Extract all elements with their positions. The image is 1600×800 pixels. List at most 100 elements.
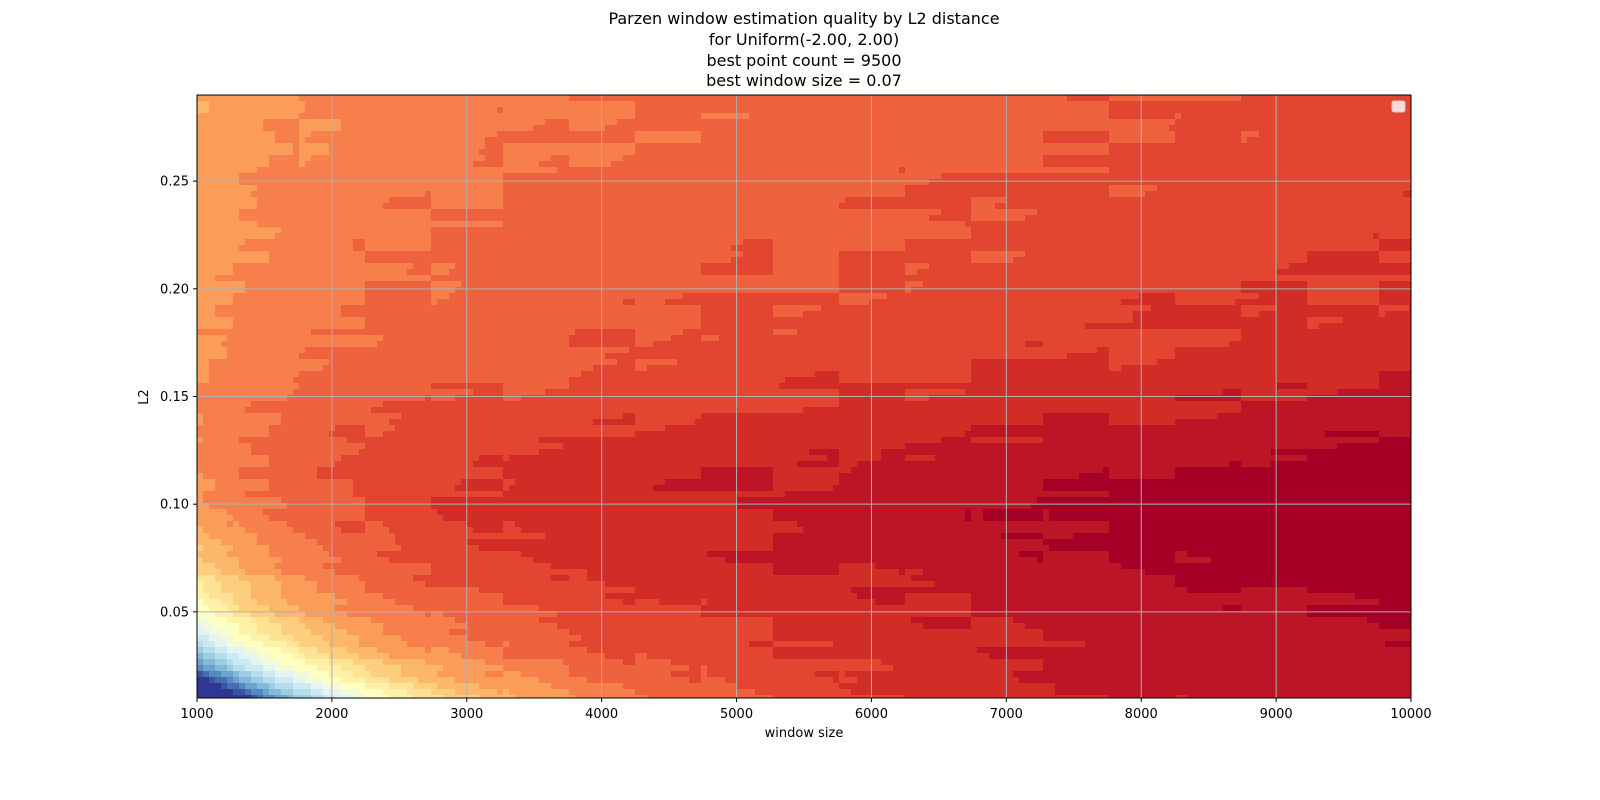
contour-cell bbox=[1247, 191, 1254, 198]
contour-cell bbox=[845, 107, 852, 114]
contour-cell bbox=[707, 233, 714, 240]
contour-cell bbox=[1247, 185, 1254, 192]
contour-cell bbox=[1097, 113, 1104, 120]
contour-cell bbox=[1043, 131, 1050, 138]
contour-cell bbox=[323, 161, 330, 168]
contour-cell bbox=[581, 173, 588, 180]
contour-cell bbox=[1247, 173, 1254, 180]
contour-cell bbox=[797, 107, 804, 114]
contour-cell bbox=[851, 215, 858, 222]
contour-cell bbox=[275, 185, 282, 192]
contour-cell bbox=[773, 233, 780, 240]
contour-cell bbox=[869, 179, 876, 186]
contour-cell bbox=[587, 95, 594, 102]
contour-cell bbox=[1121, 161, 1128, 168]
contour-cell bbox=[779, 221, 786, 228]
contour-cell bbox=[281, 161, 288, 168]
contour-cell bbox=[1085, 101, 1092, 108]
contour-cell bbox=[347, 179, 354, 186]
contour-cell bbox=[1187, 221, 1194, 228]
contour-cell bbox=[1319, 119, 1326, 126]
contour-cell bbox=[461, 215, 468, 222]
contour-cell bbox=[497, 215, 504, 222]
contour-cell bbox=[1187, 95, 1194, 102]
contour-cell bbox=[1127, 155, 1134, 162]
contour-cell bbox=[221, 191, 228, 198]
contour-cell bbox=[413, 197, 420, 204]
contour-cell bbox=[1007, 107, 1014, 114]
contour-cell bbox=[491, 95, 498, 102]
contour-cell bbox=[671, 209, 678, 216]
contour-cell bbox=[1019, 149, 1026, 156]
contour-cell bbox=[869, 101, 876, 108]
contour-cell bbox=[1397, 197, 1404, 204]
contour-cell bbox=[1331, 227, 1338, 234]
contour-cell bbox=[1157, 107, 1164, 114]
contour-cell bbox=[1103, 209, 1110, 216]
contour-cell bbox=[251, 215, 258, 222]
contour-cell bbox=[809, 155, 816, 162]
contour-cell bbox=[1223, 209, 1230, 216]
contour-cell bbox=[737, 197, 744, 204]
contour-cell bbox=[311, 233, 318, 240]
contour-cell bbox=[317, 185, 324, 192]
contour-cell bbox=[365, 101, 372, 108]
contour-cell bbox=[905, 185, 912, 192]
contour-cell bbox=[983, 119, 990, 126]
contour-cell bbox=[1181, 215, 1188, 222]
contour-cell bbox=[839, 113, 846, 120]
contour-cell bbox=[995, 101, 1002, 108]
contour-cell bbox=[629, 131, 636, 138]
contour-cell bbox=[503, 209, 510, 216]
contour-cell bbox=[509, 113, 516, 120]
contour-cell bbox=[443, 215, 450, 222]
contour-cell bbox=[1271, 173, 1278, 180]
contour-cell bbox=[791, 155, 798, 162]
contour-cell bbox=[1325, 179, 1332, 186]
contour-cell bbox=[347, 131, 354, 138]
contour-cell bbox=[983, 107, 990, 114]
contour-cell bbox=[737, 131, 744, 138]
contour-cell bbox=[1373, 149, 1380, 156]
contour-cell bbox=[1337, 167, 1344, 174]
contour-cell bbox=[1367, 215, 1374, 222]
contour-cell bbox=[1373, 131, 1380, 138]
contour-cell bbox=[1349, 191, 1356, 198]
contour-cell bbox=[1355, 101, 1362, 108]
contour-cell bbox=[443, 227, 450, 234]
contour-cell bbox=[1379, 161, 1386, 168]
contour-cell bbox=[599, 101, 606, 108]
contour-cell bbox=[1055, 143, 1062, 150]
contour-cell bbox=[1247, 149, 1254, 156]
contour-cell bbox=[767, 203, 774, 210]
contour-cell bbox=[815, 197, 822, 204]
contour-cell bbox=[1349, 173, 1356, 180]
contour-cell bbox=[209, 161, 216, 168]
contour-cell bbox=[1151, 215, 1158, 222]
contour-cell bbox=[1325, 209, 1332, 216]
contour-cell bbox=[515, 131, 522, 138]
contour-cell bbox=[299, 227, 306, 234]
contour-cell bbox=[1073, 233, 1080, 240]
contour-cell bbox=[1277, 119, 1284, 126]
contour-cell bbox=[893, 227, 900, 234]
contour-cell bbox=[1385, 119, 1392, 126]
contour-cell bbox=[239, 107, 246, 114]
contour-cell bbox=[1241, 119, 1248, 126]
contour-cell bbox=[1313, 149, 1320, 156]
contour-cell bbox=[617, 221, 624, 228]
contour-cell bbox=[701, 149, 708, 156]
contour-cell bbox=[515, 137, 522, 144]
contour-cell bbox=[233, 179, 240, 186]
contour-cell bbox=[1349, 149, 1356, 156]
contour-cell bbox=[1343, 155, 1350, 162]
contour-cell bbox=[251, 119, 258, 126]
contour-cell bbox=[761, 203, 768, 210]
contour-cell bbox=[1163, 137, 1170, 144]
contour-cell bbox=[335, 113, 342, 120]
contour-cell bbox=[1403, 119, 1410, 126]
contour-cell bbox=[1181, 161, 1188, 168]
contour-cell bbox=[1031, 107, 1038, 114]
contour-cell bbox=[1397, 233, 1404, 240]
contour-cell bbox=[581, 185, 588, 192]
